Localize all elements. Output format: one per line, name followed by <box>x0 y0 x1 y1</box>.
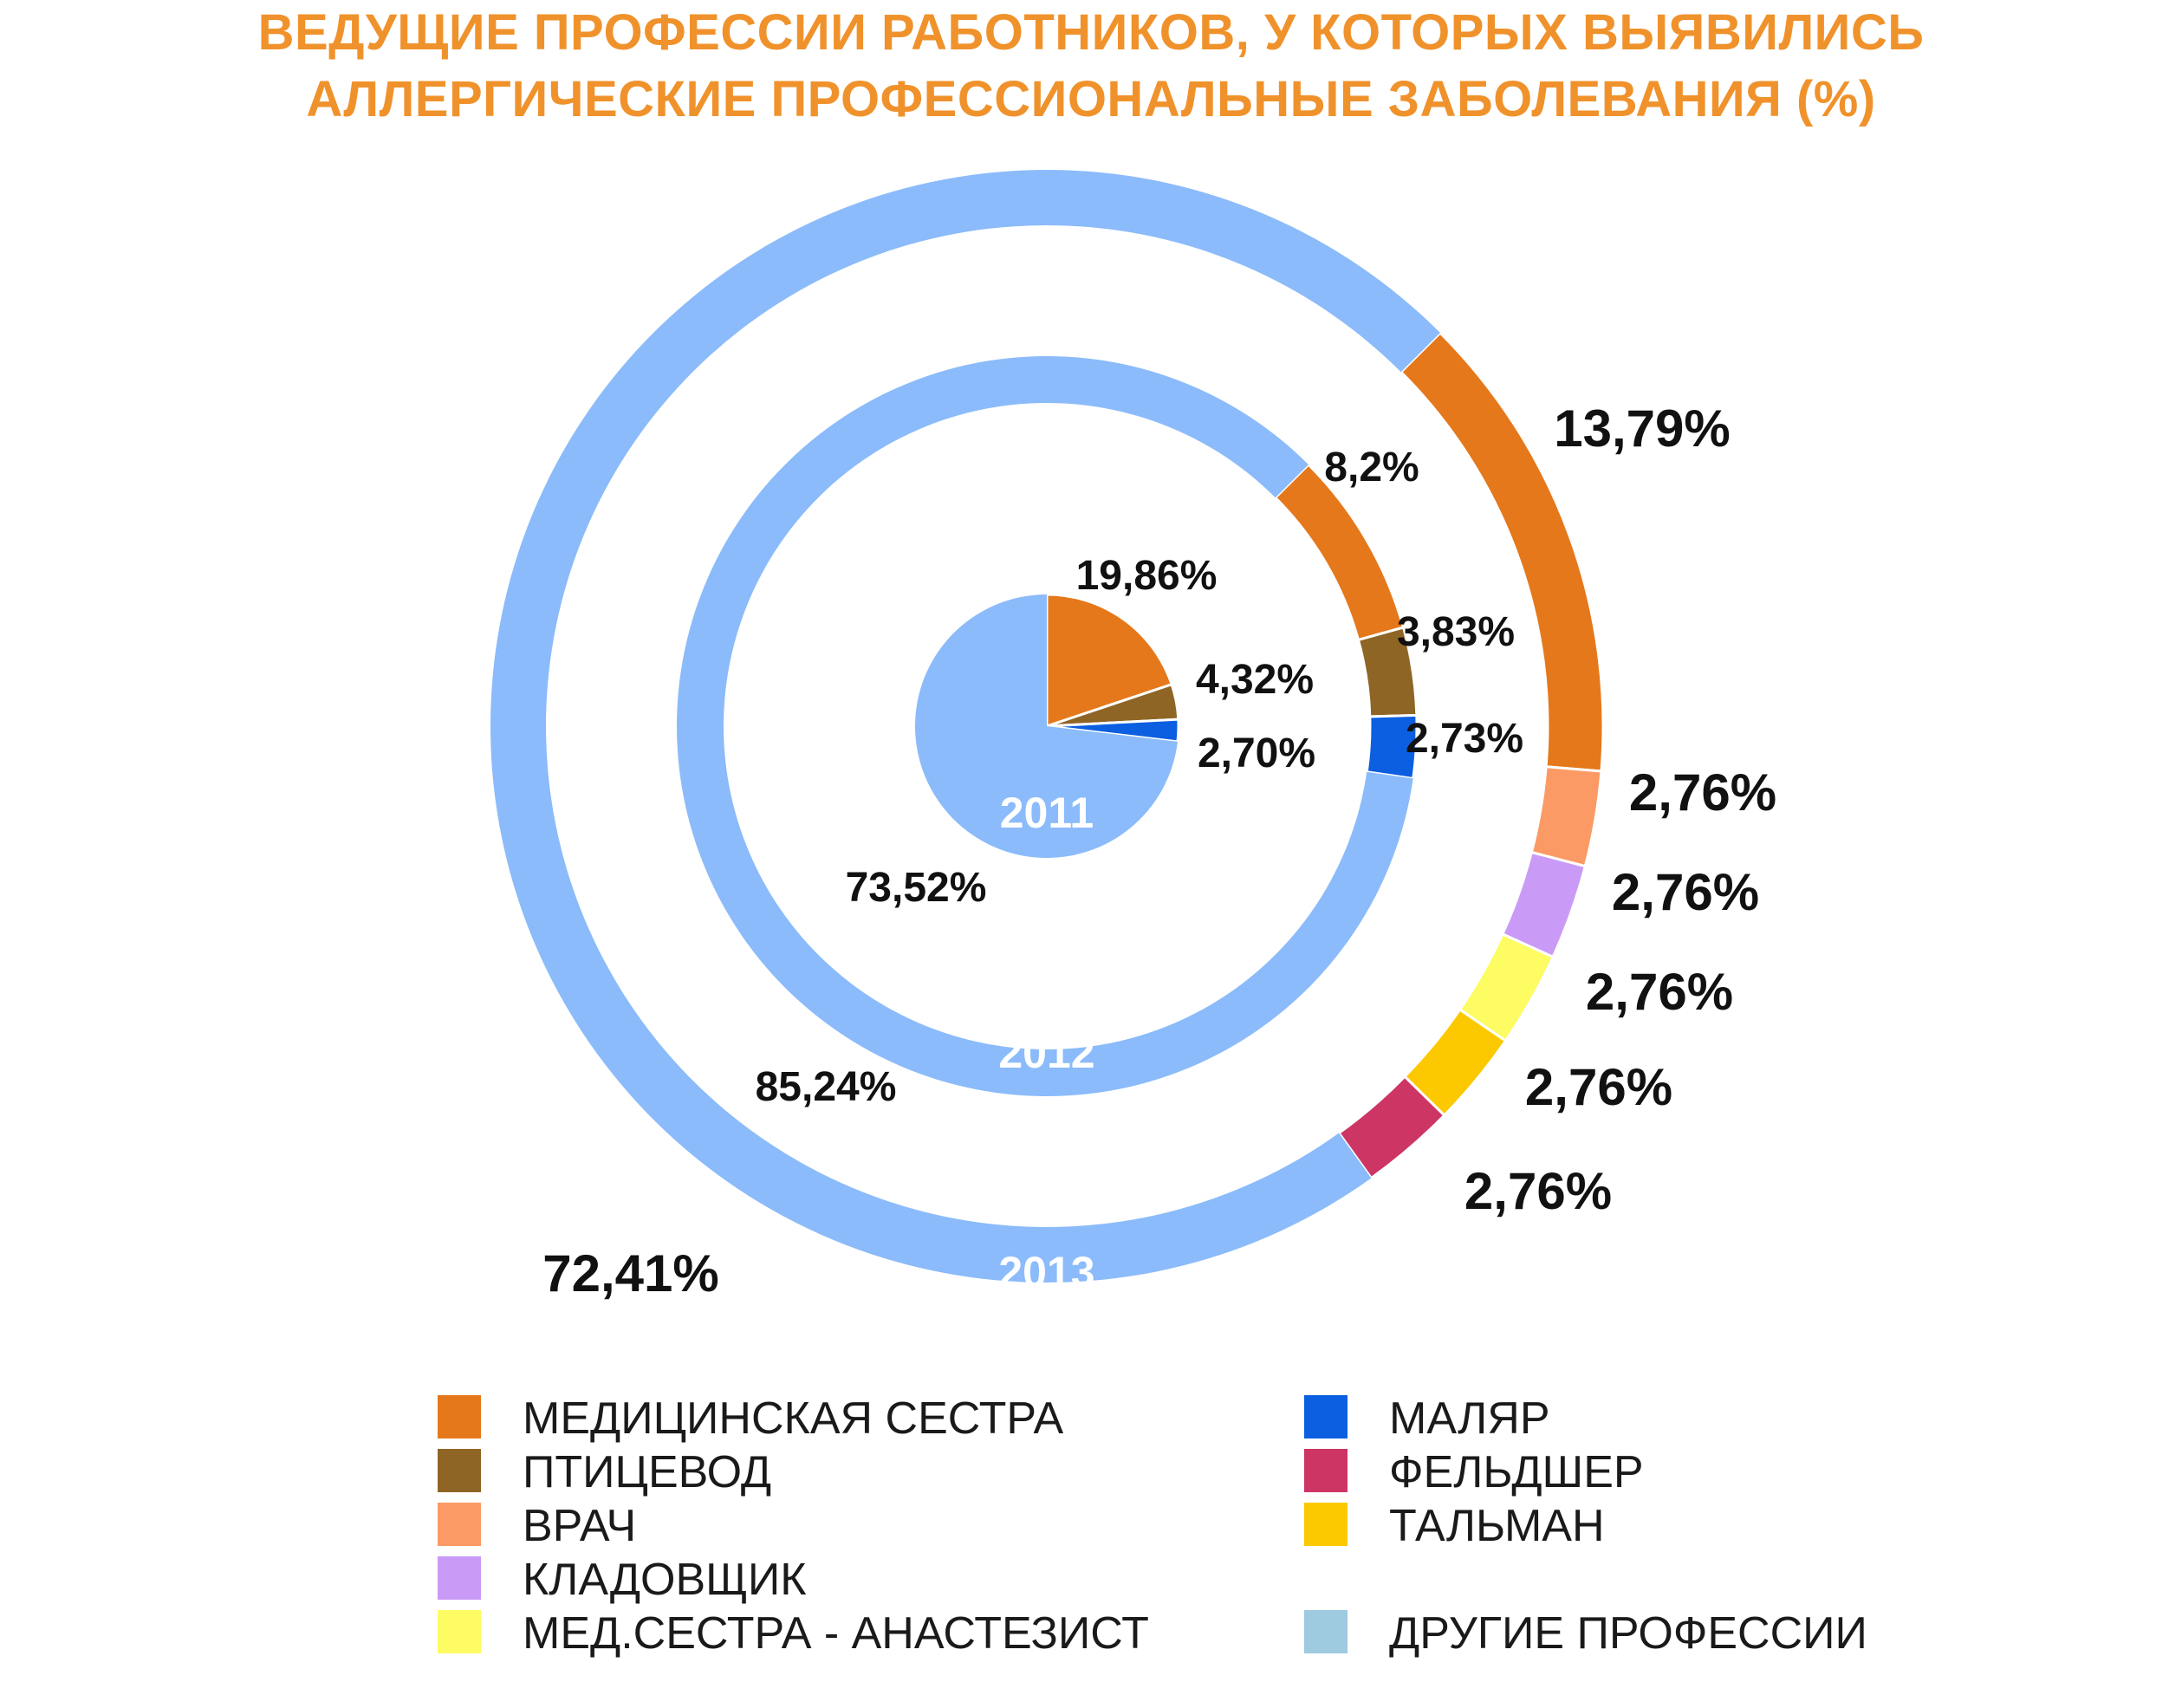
slice-2011-nurse <box>1045 593 1174 729</box>
label-2011-painter: 2,70% <box>1198 731 1315 776</box>
slice-2011-painter <box>1046 718 1180 744</box>
label-2012-poultry: 3,83% <box>1397 609 1515 655</box>
legend-swatch-doctor <box>438 1503 481 1546</box>
legend-swatch-storekeeper <box>438 1556 481 1600</box>
legend-label-tallyman: ТАЛЬМАН <box>1389 1501 1605 1551</box>
legend-swatch-paramedic <box>1304 1449 1348 1492</box>
chart-title-line-2: АЛЛЕРГИЧЕСКИЕ ПРОФЕССИОНАЛЬНЫЕ ЗАБОЛЕВАН… <box>306 71 1875 127</box>
slice-2013-other <box>490 170 1440 1283</box>
slice-2013-doctor <box>1529 765 1603 868</box>
chart-rings <box>490 170 1605 1283</box>
legend-swatch-anesth <box>438 1610 481 1653</box>
legend-swatch-poultry <box>438 1449 481 1492</box>
slice-2011-other <box>914 594 1178 859</box>
label-2013-other: 72,41% <box>542 1244 719 1302</box>
legend-label-nurse: МЕДИЦИНСКАЯ СЕСТРА <box>523 1393 1064 1444</box>
legend-label-other: ДРУГИЕ ПРОФЕССИИ <box>1389 1608 1867 1659</box>
legend-swatch-tallyman <box>1304 1503 1348 1546</box>
label-2011-nurse: 19,86% <box>1076 553 1218 599</box>
label-2013-paramedic: 2,76% <box>1464 1162 1612 1220</box>
label-2011-poultry: 4,32% <box>1196 657 1314 703</box>
legend-label-storekeeper: КЛАДОВЩИК <box>523 1555 807 1605</box>
legend-swatch-other <box>1304 1610 1348 1653</box>
label-extra: 73,52% <box>846 865 987 911</box>
chart-value-labels: 19,86% 4,32% 2,70% 2011 8,2% 3,83% 2,73% 85,24%… <box>542 399 1776 1302</box>
legend-label-doctor: ВРАЧ <box>523 1501 636 1551</box>
label-2013-nurse: 13,79% <box>1554 399 1731 458</box>
chart-title: ВЕДУЩИЕ ПРОФЕССИИ РАБОТНИКОВ, У КОТОРЫХ … <box>258 4 1925 127</box>
legend-swatch-painter <box>1304 1395 1348 1438</box>
slice-2012-painter <box>1365 713 1419 781</box>
legend-swatch-nurse <box>438 1395 481 1438</box>
slice-2012-nurse <box>1273 462 1406 642</box>
chart-legend: МЕДИЦИНСКАЯ СЕСТРАПТИЦЕВОДВРАЧКЛАДОВЩИКМ… <box>438 1393 1867 1659</box>
year-label-2011: 2011 <box>1000 789 1094 837</box>
year-label-2013: 2013 <box>998 1248 1094 1296</box>
label-2012-other: 85,24% <box>756 1064 897 1110</box>
label-2013-storekeeper: 2,76% <box>1612 863 1759 921</box>
label-2012-nurse: 8,2% <box>1324 445 1419 490</box>
year-label-2012: 2012 <box>998 1029 1094 1077</box>
legend-label-paramedic: ФЕЛЬДШЕР <box>1389 1447 1644 1497</box>
label-2013-anesth: 2,76% <box>1586 963 1733 1021</box>
label-2012-painter: 2,73% <box>1406 716 1523 762</box>
label-2013-tallyman: 2,76% <box>1525 1058 1672 1116</box>
chart-title-line-1: ВЕДУЩИЕ ПРОФЕССИИ РАБОТНИКОВ, У КОТОРЫХ … <box>258 4 1925 61</box>
slice-2013-nurse <box>1399 330 1605 773</box>
legend-label-poultry: ПТИЦЕВОД <box>523 1447 771 1497</box>
legend-label-anesth: МЕД.СЕСТРА - АНАСТЕЗИСТ <box>523 1608 1149 1659</box>
legend-label-painter: МАЛЯР <box>1389 1393 1550 1444</box>
label-2013-doctor: 2,76% <box>1629 763 1776 822</box>
